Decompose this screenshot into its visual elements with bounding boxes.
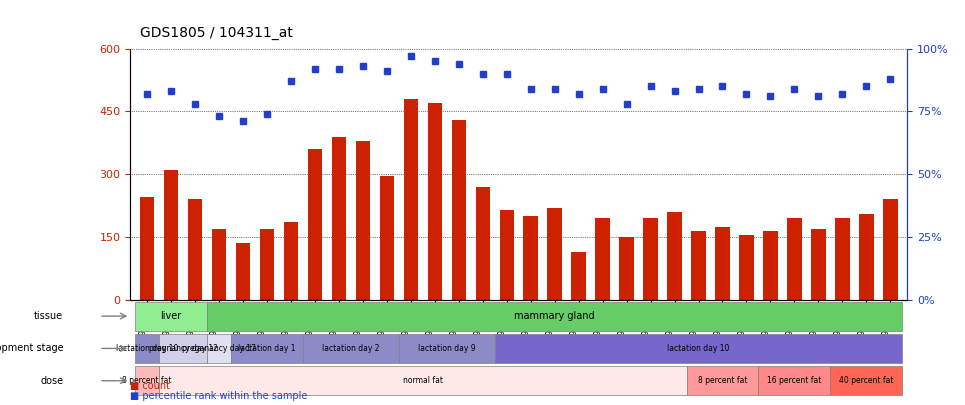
FancyBboxPatch shape — [303, 334, 399, 363]
Text: 8 percent fat: 8 percent fat — [698, 376, 747, 385]
Bar — [715, 227, 730, 300]
Bar — [403, 99, 418, 300]
Bar — [332, 136, 346, 300]
FancyBboxPatch shape — [135, 334, 159, 363]
Text: ■ count: ■ count — [130, 381, 170, 391]
Text: dose: dose — [40, 376, 63, 386]
Text: 8 percent fat: 8 percent fat — [123, 376, 172, 385]
Bar — [763, 231, 778, 300]
Bar — [835, 218, 849, 300]
Bar — [164, 170, 179, 300]
Bar — [379, 176, 394, 300]
Bar — [500, 210, 514, 300]
FancyBboxPatch shape — [399, 334, 495, 363]
Text: lactation day 10: lactation day 10 — [116, 344, 179, 353]
Text: GDS1805 / 104311_at: GDS1805 / 104311_at — [140, 26, 292, 40]
Bar — [787, 218, 802, 300]
Bar — [356, 141, 370, 300]
Bar — [260, 229, 274, 300]
Bar — [547, 208, 562, 300]
Text: pregnancy day 12: pregnancy day 12 — [149, 344, 217, 353]
FancyBboxPatch shape — [830, 366, 902, 395]
Bar — [812, 229, 826, 300]
Text: lactation day 9: lactation day 9 — [418, 344, 476, 353]
FancyBboxPatch shape — [207, 302, 902, 330]
Text: ■ percentile rank within the sample: ■ percentile rank within the sample — [130, 391, 308, 401]
FancyBboxPatch shape — [135, 366, 159, 395]
Text: lactation day 2: lactation day 2 — [322, 344, 379, 353]
Text: liver: liver — [160, 311, 181, 321]
Bar — [211, 229, 226, 300]
Bar — [235, 243, 250, 300]
FancyBboxPatch shape — [135, 302, 207, 330]
Text: lactation day 1: lactation day 1 — [238, 344, 295, 353]
Bar — [859, 214, 873, 300]
Bar — [595, 218, 610, 300]
Text: tissue: tissue — [34, 311, 63, 321]
Bar — [691, 231, 705, 300]
Bar — [883, 199, 897, 300]
FancyBboxPatch shape — [495, 334, 902, 363]
FancyBboxPatch shape — [686, 366, 758, 395]
Text: development stage: development stage — [0, 343, 63, 354]
Text: preganancy day 17: preganancy day 17 — [182, 344, 256, 353]
Bar — [284, 222, 298, 300]
Bar — [523, 216, 538, 300]
Text: mammary gland: mammary gland — [514, 311, 595, 321]
Text: 40 percent fat: 40 percent fat — [840, 376, 894, 385]
Text: normal fat: normal fat — [402, 376, 443, 385]
Bar — [308, 149, 322, 300]
Bar — [452, 120, 466, 300]
Bar — [571, 252, 586, 300]
Bar — [739, 235, 754, 300]
FancyBboxPatch shape — [758, 366, 830, 395]
Bar — [644, 218, 658, 300]
FancyBboxPatch shape — [231, 334, 303, 363]
Bar — [188, 199, 203, 300]
FancyBboxPatch shape — [207, 334, 231, 363]
Bar — [668, 212, 681, 300]
FancyBboxPatch shape — [159, 334, 207, 363]
Bar — [140, 197, 154, 300]
Bar — [476, 187, 490, 300]
Bar — [427, 103, 442, 300]
Text: lactation day 10: lactation day 10 — [668, 344, 730, 353]
FancyBboxPatch shape — [159, 366, 686, 395]
Bar — [620, 237, 634, 300]
Text: 16 percent fat: 16 percent fat — [767, 376, 821, 385]
